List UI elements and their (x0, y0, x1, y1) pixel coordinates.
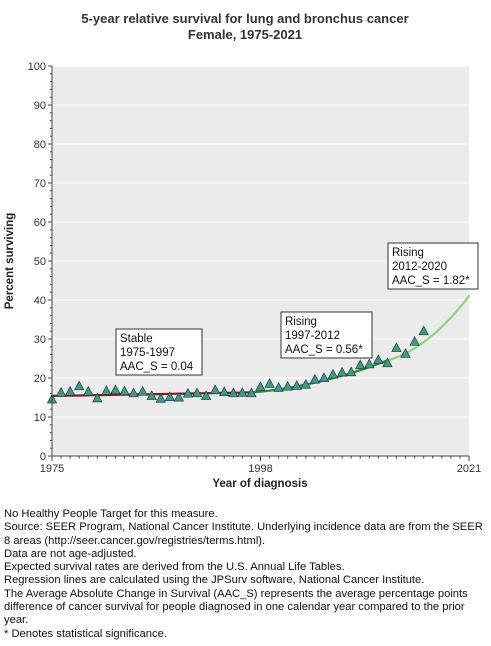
data-point (264, 378, 275, 388)
note-line: Expected survival rates are derived from… (4, 561, 345, 574)
data-point (228, 387, 239, 398)
y-tick-label: 10 (34, 412, 46, 424)
y-tick-label: 40 (34, 295, 46, 307)
data-point (409, 335, 420, 346)
data-point (74, 380, 85, 391)
annotation-line: AAC_S = 1.82* (392, 275, 470, 287)
data-point (209, 384, 221, 395)
data-point (309, 373, 321, 384)
y-tick-label: 50 (34, 256, 46, 268)
data-point (237, 387, 248, 397)
y-axis-label: Percent surviving (4, 213, 16, 310)
data-point (273, 382, 284, 392)
data-point (164, 391, 176, 402)
data-point (137, 385, 148, 396)
y-tick-label: 30 (34, 334, 46, 346)
annotation-box (115, 328, 203, 376)
regression-segment-3 (386, 295, 471, 362)
data-point (146, 390, 157, 400)
annotation-line: 1975-1997 (120, 347, 175, 359)
annotation-box (387, 242, 479, 290)
annotation-line: Rising (392, 247, 424, 259)
chart-notes: No Healthy People Target for this measur… (4, 508, 489, 641)
note-line: Data are not age-adjusted. (4, 547, 137, 560)
annotation-line: 1997-2012 (285, 330, 340, 342)
annotation-line: Stable (120, 333, 153, 345)
data-point (382, 357, 393, 368)
y-tick-label: 90 (34, 100, 46, 112)
annotation-box (280, 311, 373, 359)
data-point (155, 392, 166, 403)
y-tick-label: 60 (34, 217, 46, 229)
y-tick-label: 0 (40, 451, 46, 463)
data-point (355, 359, 366, 370)
data-point (400, 348, 411, 358)
data-point (83, 385, 94, 396)
data-point (200, 390, 212, 400)
data-point (255, 381, 266, 391)
y-tick-label: 80 (34, 139, 46, 151)
annotation-line: AAC_S = 0.04 (120, 361, 194, 373)
annotation-line: Rising (285, 316, 317, 328)
annotation-line: 2012-2020 (392, 261, 447, 273)
data-point (128, 387, 139, 398)
x-tick-label: 1998 (248, 463, 272, 475)
chart-title-line-2: Female, 1975-2021 (188, 27, 302, 42)
note-line: Regression lines are calculated using th… (4, 574, 425, 587)
x-axis-label: Year of diagnosis (212, 478, 307, 490)
data-point (345, 366, 357, 377)
data-point (246, 387, 257, 398)
data-point (364, 358, 375, 369)
note-line: No Healthy People Target for this measur… (4, 508, 218, 520)
y-tick-labels: 0 10 20 30 40 50 60 70 80 90 100 (28, 61, 52, 463)
data-point (282, 380, 293, 391)
data-point (327, 368, 339, 379)
data-point (391, 342, 402, 352)
data-point (55, 387, 67, 397)
data-point (373, 354, 384, 365)
annotation-stable: Stable 1975-1997 AAC_S = 0.04 (115, 328, 203, 376)
data-point (318, 372, 330, 382)
x-tick-labels: 1975 1998 2021 (40, 456, 481, 475)
survival-chart: 5-year relative survival for lung and br… (4, 11, 481, 490)
chart-title-line-1: 5-year relative survival for lung and br… (81, 11, 408, 26)
data-point (119, 385, 130, 396)
data-point (110, 384, 121, 395)
data-point (336, 366, 348, 377)
annotation-rising-2012: Rising 2012-2020 AAC_S = 1.82* (387, 242, 479, 290)
data-point (182, 387, 194, 398)
note-line: * Denotes statistical significance. (4, 627, 167, 640)
data-point (418, 325, 429, 336)
x-tick-label: 1975 (40, 463, 64, 475)
y-tick-label: 20 (34, 373, 46, 385)
annotation-rising-1997: Rising 1997-2012 AAC_S = 0.56* (280, 311, 373, 359)
data-point (291, 380, 302, 390)
data-points (46, 325, 429, 404)
y-tick-label: 70 (34, 178, 46, 190)
data-point (173, 391, 185, 402)
data-point (64, 385, 76, 396)
annotation-line: AAC_S = 0.56* (285, 344, 363, 356)
data-point (219, 386, 230, 396)
data-point (101, 385, 112, 395)
data-point (191, 387, 203, 398)
data-point (92, 392, 103, 403)
y-tick-label: 100 (28, 61, 46, 73)
note-line: Source: SEER Program, National Cancer In… (4, 521, 483, 547)
x-tick-label: 2021 (457, 463, 481, 475)
data-point (300, 378, 312, 389)
note-line: The Average Absolute Change in Survival … (4, 587, 468, 627)
